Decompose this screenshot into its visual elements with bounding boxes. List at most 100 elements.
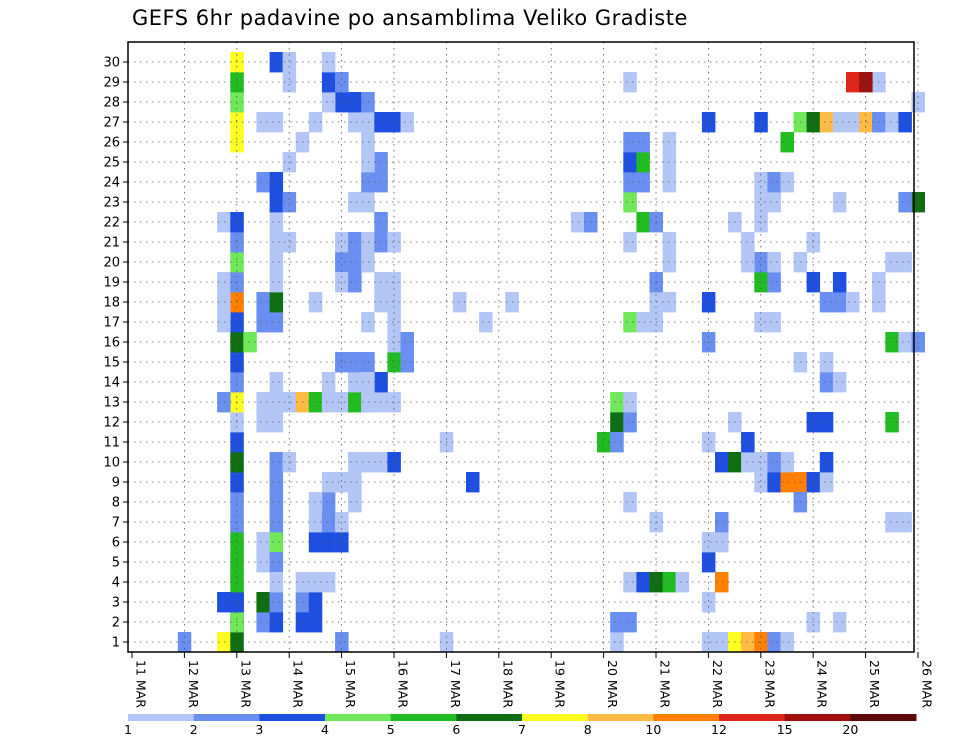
heatmap-cell	[282, 232, 297, 253]
heatmap-cell	[701, 292, 716, 313]
y-tick-label: 22	[103, 216, 120, 231]
heatmap-cell	[217, 592, 231, 613]
heatmap-cell	[321, 92, 336, 113]
colorbar-label: 12	[711, 722, 727, 737]
heatmap-cell	[780, 452, 794, 473]
colorbar-swatch	[456, 714, 523, 721]
heatmap-cell	[819, 372, 834, 393]
heatmap-cell	[780, 632, 794, 653]
heatmap-cell	[269, 252, 284, 273]
heatmap-cell	[610, 632, 624, 653]
heatmap-cell	[741, 452, 755, 473]
y-tick-label: 12	[103, 416, 120, 431]
y-axis: 1234567891011121314151617181920212223242…	[103, 56, 128, 651]
heatmap-cell	[321, 392, 336, 413]
heatmap-cell	[610, 392, 624, 413]
heatmap-cell	[701, 552, 716, 573]
heatmap-cell	[282, 52, 297, 73]
y-tick-label: 25	[103, 156, 120, 171]
y-tick-label: 16	[103, 336, 120, 351]
heatmap-cell	[361, 172, 375, 193]
x-tick-label: 18 MAR	[500, 660, 515, 708]
heatmap-cell	[269, 572, 284, 593]
y-tick-label: 30	[103, 56, 120, 71]
x-tick-label: 23 MAR	[762, 660, 777, 708]
heatmap-cell	[335, 232, 349, 253]
heatmap-cell	[885, 252, 899, 273]
colorbar-swatch	[719, 714, 786, 721]
heatmap-cell	[308, 512, 323, 533]
colorbar-swatch	[390, 714, 457, 721]
colorbar: 1 2 3 4 5 6 7 8 10 12 15 20	[124, 714, 917, 737]
colorbar-label: 15	[777, 722, 793, 737]
colorbar-swatch	[522, 714, 589, 721]
heatmap-cell	[308, 532, 323, 553]
heatmap-cell	[335, 72, 349, 93]
heatmap-cell	[623, 172, 637, 193]
heatmap-cell	[819, 352, 834, 373]
x-tick-label: 22 MAR	[710, 660, 725, 708]
heatmap-cell	[361, 372, 375, 393]
heatmap-cell	[898, 252, 912, 273]
y-tick-label: 2	[112, 616, 120, 631]
heatmap-cell	[348, 112, 362, 133]
heatmap-cell	[701, 592, 716, 613]
heatmap-cell	[269, 512, 284, 533]
heatmap-cell	[269, 292, 284, 313]
colorbar-label: 3	[255, 722, 263, 737]
heatmap-cell	[623, 312, 637, 333]
heatmap-cell	[636, 152, 650, 173]
heatmap-cell	[911, 192, 925, 213]
heatmap-cell	[348, 232, 362, 253]
heatmap-cell	[335, 352, 349, 373]
heatmap-cell	[898, 332, 912, 353]
y-tick-label: 29	[103, 76, 120, 91]
heatmap-cell	[466, 472, 480, 493]
heatmap-cell	[269, 172, 284, 193]
heatmap-cell	[361, 192, 375, 213]
heatmap-cell	[636, 212, 650, 233]
heatmap-cell	[321, 52, 336, 73]
heatmap-cell	[741, 252, 755, 273]
heatmap-cell	[610, 432, 624, 453]
heatmap-cell	[361, 152, 375, 173]
colorbar-label: 7	[518, 722, 526, 737]
heatmap-cell	[636, 132, 650, 153]
x-tick-label: 24 MAR	[815, 660, 830, 708]
heatmap-cell	[361, 252, 375, 273]
heatmap-cell	[217, 212, 231, 233]
grid-layer	[128, 42, 919, 652]
heatmap-cell	[387, 232, 401, 253]
heatmap-cell	[361, 232, 375, 253]
heatmap-cell	[767, 472, 781, 493]
heatmap-cell	[754, 192, 768, 213]
heatmap-cell	[898, 192, 912, 213]
heatmap-cell	[898, 512, 912, 533]
heatmap-cell	[859, 112, 873, 133]
heatmap-cell	[348, 372, 362, 393]
colorbar-swatch	[850, 714, 917, 721]
colorbar-label: 20	[842, 722, 858, 737]
heatmap-cell	[361, 452, 375, 473]
heatmap-cell	[217, 392, 231, 413]
x-tick-label: 21 MAR	[658, 660, 673, 708]
heatmap-cell	[767, 252, 781, 273]
heatmap-cell	[348, 352, 362, 373]
heatmap-cell	[767, 172, 781, 193]
heatmap-cell	[217, 312, 231, 333]
heatmap-cell	[898, 112, 912, 133]
heatmap-cell	[767, 452, 781, 473]
colorbar-swatch	[653, 714, 720, 721]
y-tick-label: 24	[103, 176, 120, 191]
heatmap-cell	[361, 312, 375, 333]
x-tick-label: 16 MAR	[396, 660, 411, 708]
heatmap-cell	[623, 412, 637, 433]
colorbar-label: 2	[190, 722, 198, 737]
x-tick-label: 13 MAR	[238, 660, 253, 708]
heatmap-cell	[701, 112, 716, 133]
heatmap-cell	[610, 412, 624, 433]
heatmap-cell	[832, 192, 847, 213]
heatmap-cell	[400, 352, 414, 373]
heatmap-cell	[387, 112, 401, 133]
heatmap-cell	[256, 112, 270, 133]
